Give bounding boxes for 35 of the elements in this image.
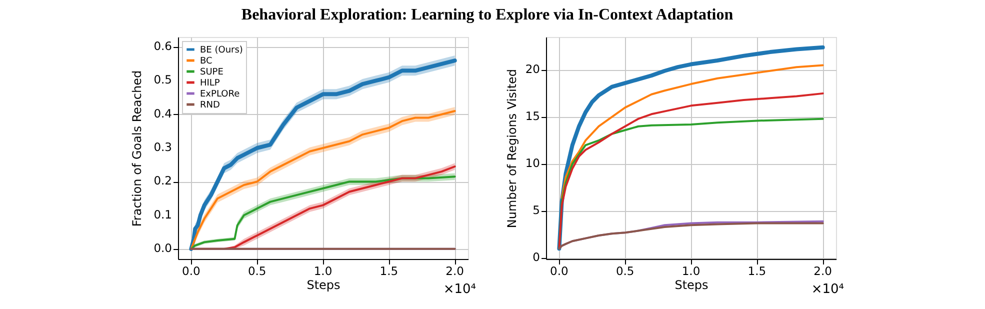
legend-label: HILP	[200, 78, 220, 88]
x-tick-label: 0.5	[616, 264, 634, 278]
legend-label: BC	[200, 56, 212, 66]
legend-label: RND	[200, 100, 220, 110]
y-tick-label: 5	[532, 203, 540, 218]
legend-label: BE (Ours)	[200, 46, 243, 56]
y-tick-label: 0.5	[154, 72, 172, 87]
y-tick-label: 0	[532, 250, 540, 264]
x-tick-label: 2.0	[446, 264, 464, 278]
x-tick-label: 0.0	[550, 264, 568, 278]
y-axis-title: Number of Regions Visited	[505, 68, 519, 228]
x-tick-label: 0.5	[248, 264, 266, 278]
x-tick-label: 0.0	[182, 264, 200, 278]
y-tick-label: 10	[525, 156, 540, 170]
y-tick-label: 0.3	[154, 140, 172, 154]
y-tick-label: 0.6	[154, 39, 172, 54]
x-tick-label: 1.5	[380, 264, 398, 278]
y-axis-title: Fraction of Goals Reached	[130, 70, 144, 227]
text: ×10⁴	[443, 282, 476, 297]
x-tick-label: 2.0	[814, 264, 832, 278]
legend-label: SUPE	[200, 68, 224, 78]
y-tick-label: 15	[525, 108, 540, 123]
legend-label: ExPLORe	[200, 90, 240, 100]
x-tick-label: 1.0	[314, 264, 332, 278]
x-tick-label: 1.0	[682, 264, 700, 278]
y-tick-label: 0.0	[154, 240, 172, 255]
y-tick-label: 20	[525, 62, 540, 76]
x-axis-title: Steps	[306, 278, 340, 292]
y-tick-label: 0.2	[154, 174, 172, 188]
chart-title: Behavioral Exploration: Learning to Explore via In-Context Adaptation	[241, 6, 734, 24]
x-tick-label: 1.5	[748, 264, 766, 278]
y-tick-label: 0.1	[154, 207, 172, 222]
x-axis-title: Steps	[674, 278, 708, 292]
y-tick-label: 0.4	[154, 106, 172, 120]
text: ×10⁴	[811, 282, 844, 297]
